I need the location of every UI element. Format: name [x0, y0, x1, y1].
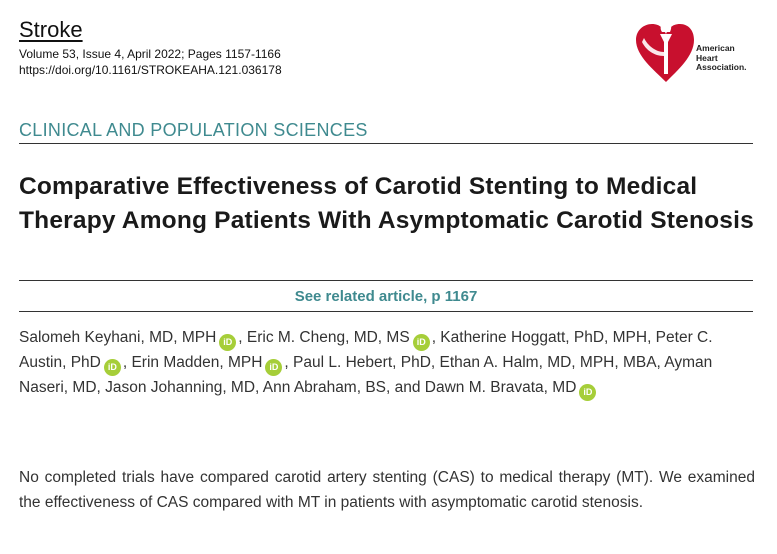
orcid-icon[interactable]: iD	[265, 359, 283, 376]
journal-name[interactable]: Stroke	[19, 17, 83, 42]
doi-link[interactable]: https://doi.org/10.1161/STROKEAHA.121.03…	[19, 63, 282, 77]
abstract-text: No completed trials have compared caroti…	[19, 469, 755, 511]
article-title: Comparative Effectiveness of Carotid Ste…	[19, 173, 754, 234]
author-list: Salomeh Keyhani, MD, MPH iD, Eric M. Chen…	[19, 326, 759, 401]
orcid-icon[interactable]: iD	[103, 359, 121, 376]
section-heading: CLINICAL AND POPULATION SCIENCES	[19, 120, 368, 140]
orcid-icon[interactable]: iD	[412, 334, 430, 351]
logo-line-3: Association.	[696, 62, 747, 72]
aha-heart-torch-icon	[636, 14, 694, 82]
volume-line: Volume 53, Issue 4, April 2022; Pages 11…	[19, 47, 281, 61]
author-text: Salomeh Keyhani, MD, MPH	[19, 329, 217, 346]
orcid-icon[interactable]: iD	[219, 334, 237, 351]
author-text: , Paul L. Hebert, PhD, Ethan A. Halm, MD…	[19, 354, 713, 396]
logo-line-1: American	[696, 43, 735, 53]
author-text: , Erin Madden, MPH	[122, 354, 263, 371]
author-text: , Eric M. Cheng, MD, MS	[238, 329, 410, 346]
related-article-link[interactable]: See related article, p 1167	[294, 288, 478, 305]
aha-logo-text: American Heart Association.	[696, 43, 747, 73]
logo-line-2: Heart	[696, 52, 718, 63]
related-rule	[19, 311, 753, 312]
section-rule	[19, 143, 753, 144]
title-rule	[19, 280, 753, 281]
orcid-icon[interactable]: iD	[579, 384, 597, 401]
author-text: , Katherine Hoggatt, PhD, MPH, Peter C. …	[19, 329, 713, 371]
